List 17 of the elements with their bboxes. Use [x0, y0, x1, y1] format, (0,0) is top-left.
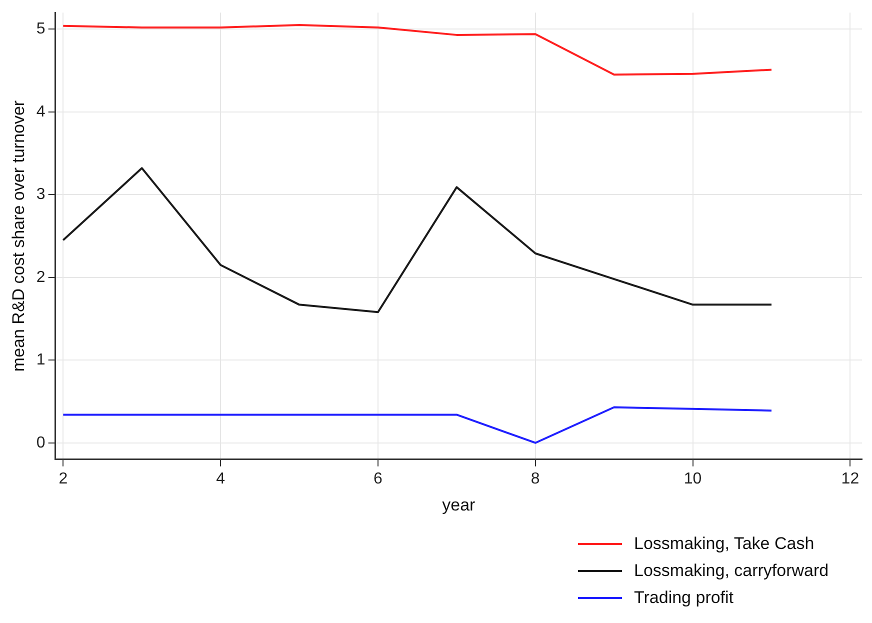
x-tick-label: 6	[374, 470, 383, 488]
legend-label: Lossmaking, Take Cash	[634, 534, 814, 554]
y-tick-label: 4	[36, 103, 46, 120]
x-axis-title: year	[442, 495, 476, 514]
x-tick-label: 2	[58, 470, 68, 488]
legend-label: Lossmaking, carryforward	[634, 560, 829, 580]
y-tick-label: 3	[36, 186, 46, 204]
y-axis-title: mean R&D cost share over turnover	[8, 100, 28, 372]
y-tick-label: 5	[36, 20, 46, 38]
y-tick-label: 0	[36, 434, 46, 452]
legend-label: Trading profit	[634, 588, 734, 608]
y-tick-label: 1	[36, 352, 46, 369]
x-tick-label: 8	[530, 470, 540, 488]
y-tick-label: 2	[36, 268, 46, 286]
x-tick-label: 12	[841, 470, 860, 488]
x-tick-label: 10	[684, 470, 702, 488]
x-tick-label: 4	[216, 470, 226, 488]
